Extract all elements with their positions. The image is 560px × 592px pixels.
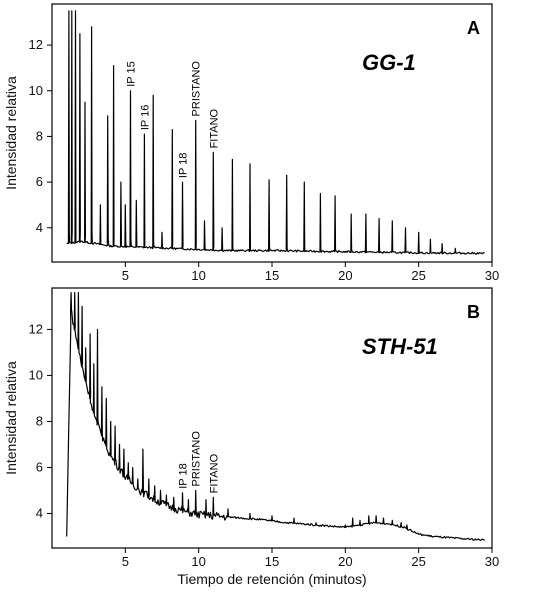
peak-label: FITANO	[208, 108, 220, 148]
y-tick-label: 12	[29, 321, 43, 336]
plot-frame	[51, 287, 493, 549]
peak-label: IP 18	[178, 463, 190, 489]
peak-label: FITANO	[208, 453, 220, 493]
panel-letter: B	[467, 302, 480, 322]
y-tick-label: 4	[36, 505, 43, 520]
x-tick-label: 5	[122, 268, 129, 283]
peak-label: IP 16	[139, 105, 151, 131]
y-axis-title: Intensidad relativa	[3, 361, 19, 475]
x-tick-label: 15	[265, 268, 279, 283]
y-tick-label: 6	[36, 174, 43, 189]
peak-label: IP 18	[178, 153, 190, 179]
y-tick-label: 6	[36, 459, 43, 474]
y-tick-label: 8	[36, 128, 43, 143]
peak-label: PRISTANO	[191, 431, 203, 487]
x-tick-label: 25	[411, 554, 425, 569]
x-tick-label: 20	[338, 554, 352, 569]
y-tick-label: 8	[36, 413, 43, 428]
plot-frame	[51, 3, 493, 263]
sample-name: STH-51	[362, 334, 438, 359]
x-axis-title: Tiempo de retención (minutos)	[177, 571, 366, 587]
peak-label: IP 15	[125, 61, 137, 87]
y-axis-title: Intensidad relativa	[3, 76, 19, 190]
sample-name: GG-1	[362, 50, 416, 75]
y-tick-label: 12	[29, 37, 43, 52]
x-tick-label: 10	[191, 554, 205, 569]
panel-letter: A	[467, 18, 480, 38]
panel-a: 5 10 15 20 25 30 4 6 8 10 12 Intensidad relativa A GG…	[3, 3, 499, 283]
panel-b: 5 10 15 20 25 30 4 6 8 10 12 Intensidad relativa B ST…	[3, 287, 499, 569]
y-tick-label: 10	[29, 83, 43, 98]
x-tick-label: 10	[191, 268, 205, 283]
chromatogram-trace	[66, 292, 485, 542]
x-tick-label: 5	[122, 554, 129, 569]
x-tick-label: 30	[485, 554, 499, 569]
chromatogram-trace	[66, 10, 485, 255]
x-tick-label: 15	[265, 554, 279, 569]
y-tick-label: 10	[29, 367, 43, 382]
x-tick-label: 20	[338, 268, 352, 283]
y-tick-label: 4	[36, 220, 43, 235]
x-tick-label: 25	[411, 268, 425, 283]
x-tick-label: 30	[485, 268, 499, 283]
peak-label: PRISTANO	[191, 61, 203, 117]
